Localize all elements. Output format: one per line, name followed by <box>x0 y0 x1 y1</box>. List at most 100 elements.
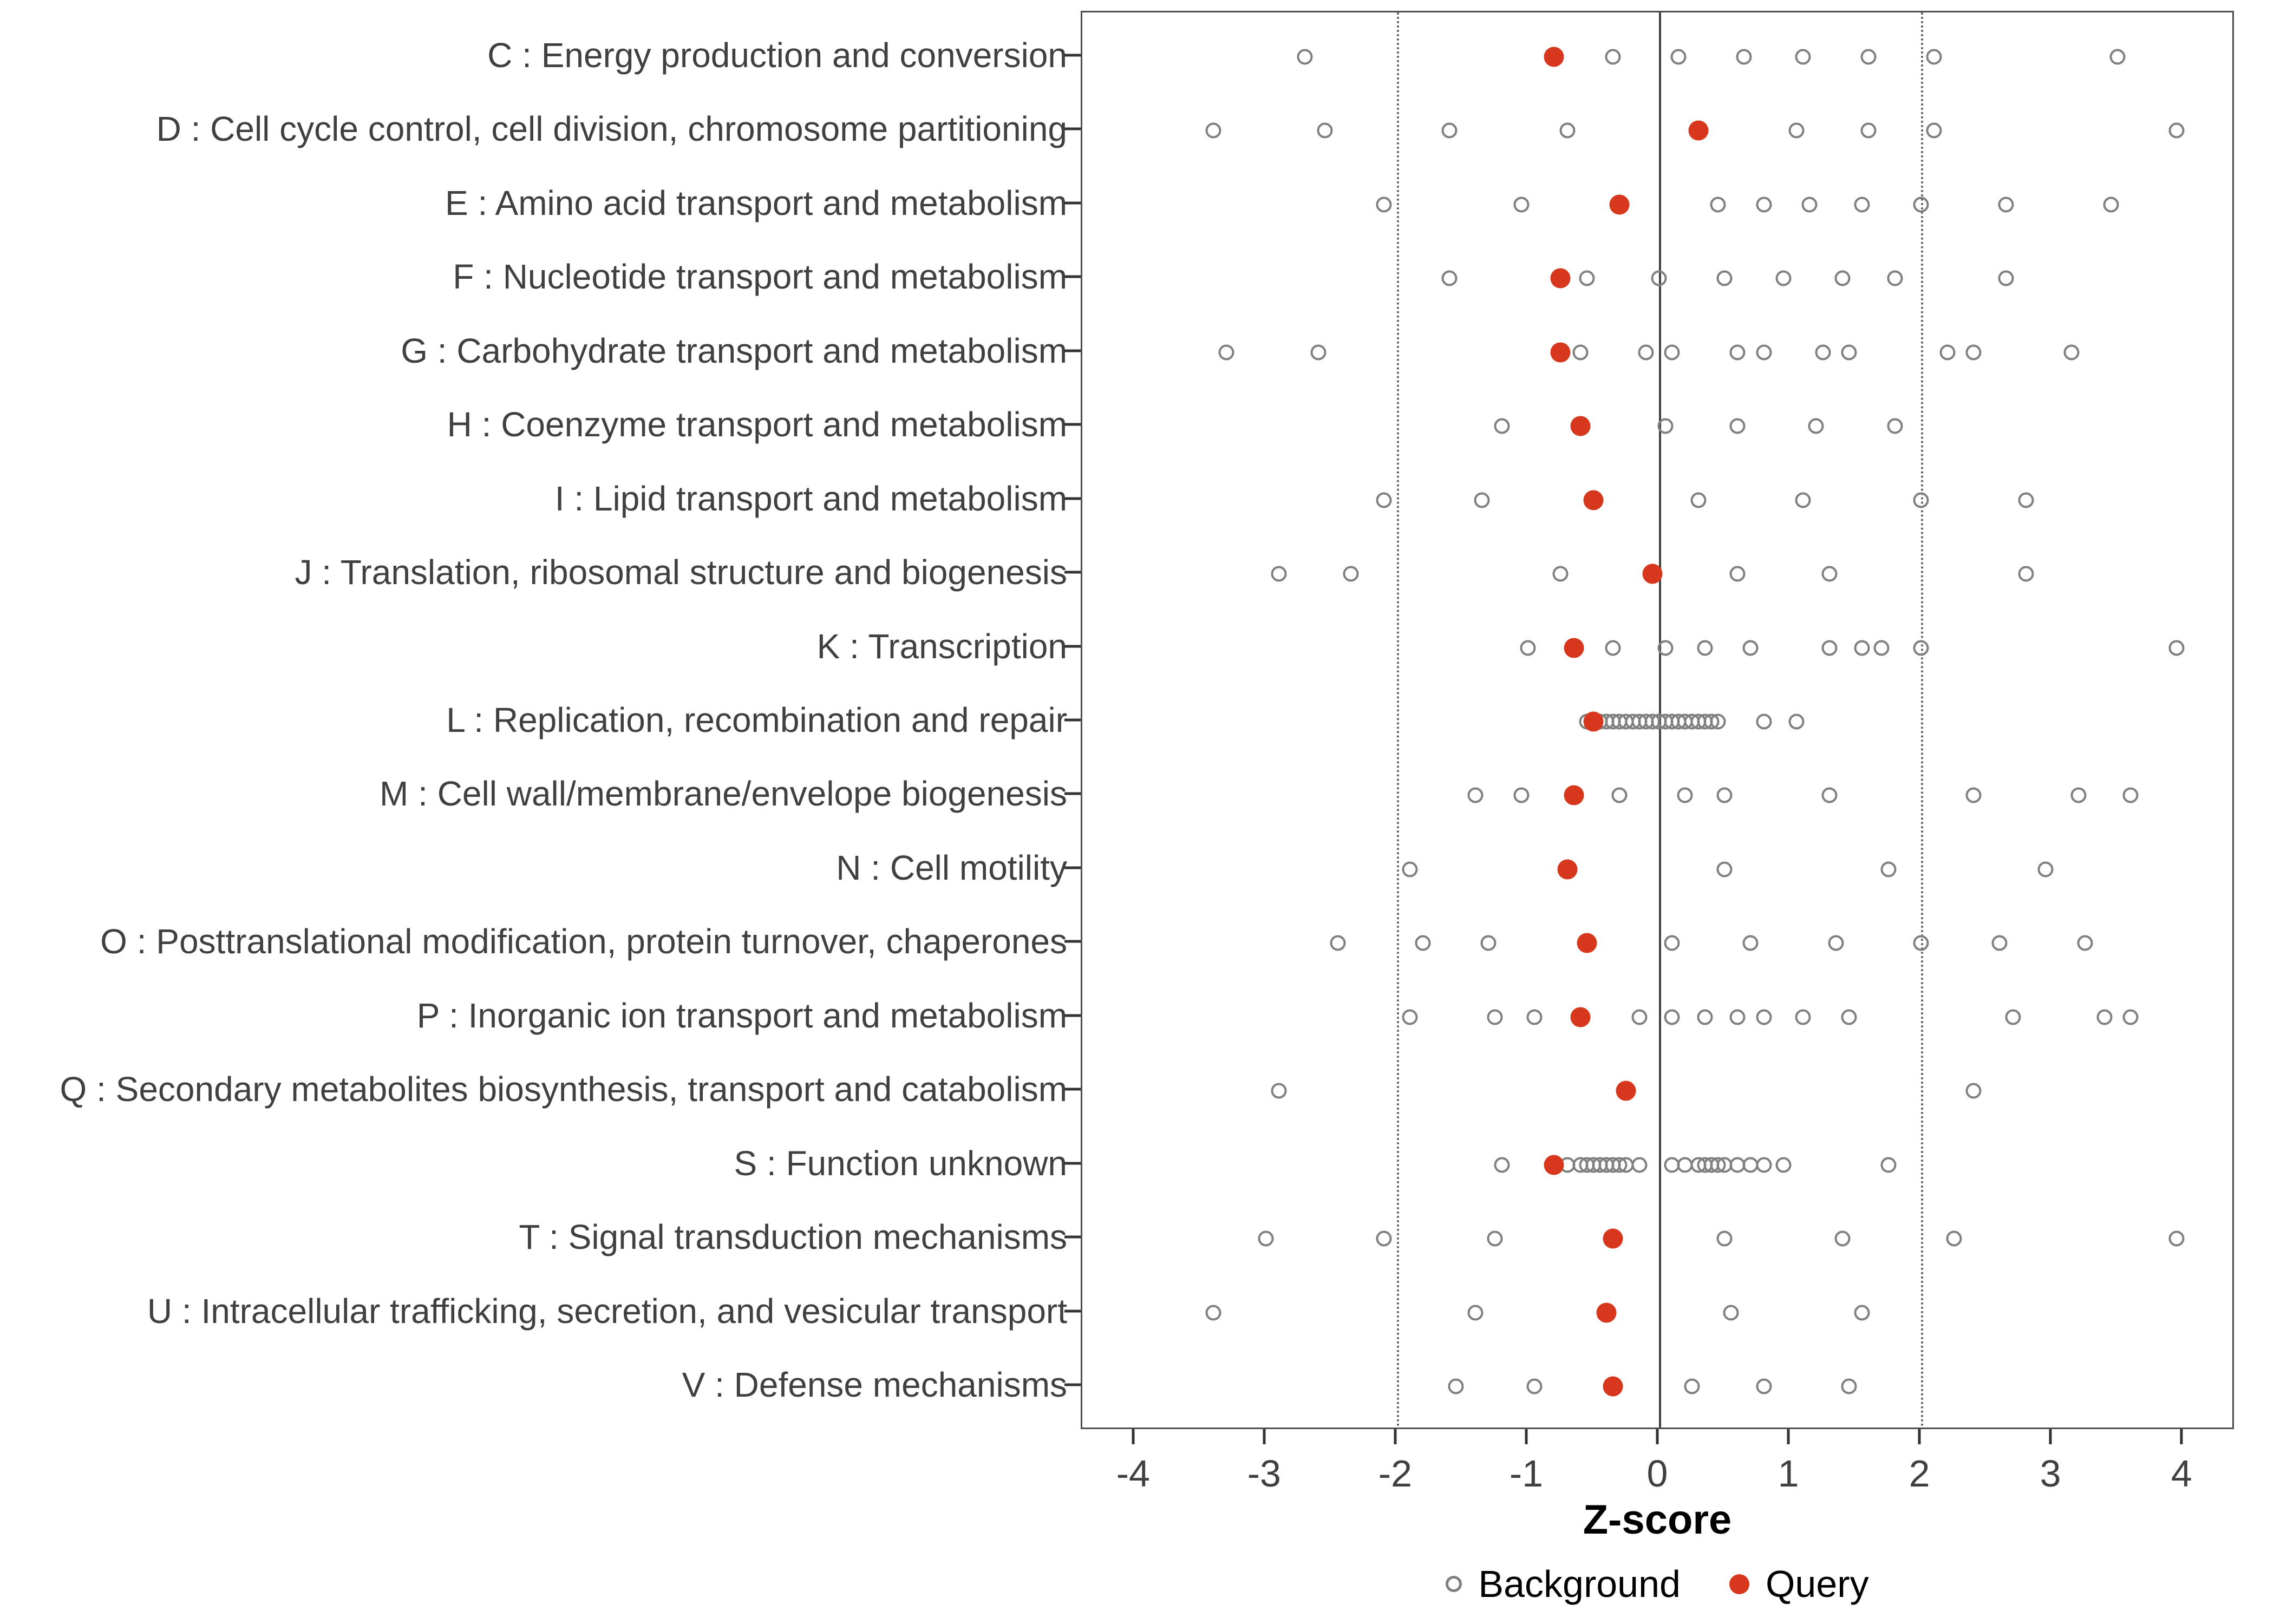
background-point <box>1317 122 1333 139</box>
query-point <box>1550 268 1571 289</box>
background-point <box>1330 935 1346 951</box>
background-point <box>1965 787 1982 803</box>
y-axis-tick <box>1064 54 1081 57</box>
category-label: F : Nucleotide transport and metabolism <box>453 257 1067 297</box>
background-point <box>2109 49 2126 65</box>
background-point <box>1205 1305 1221 1321</box>
background-point <box>1841 1009 1857 1025</box>
background-point <box>1998 197 2014 213</box>
background-point <box>1552 566 1569 582</box>
background-point <box>1880 1157 1897 1173</box>
background-point <box>1887 418 1903 434</box>
background-point <box>2122 787 2139 803</box>
query-point <box>1642 564 1663 584</box>
background-point <box>1756 197 1772 213</box>
category-label: E : Amino acid transport and metabolism <box>445 183 1067 222</box>
category-label: L : Replication, recombination and repai… <box>446 700 1067 739</box>
y-axis-tick <box>1064 1383 1081 1386</box>
background-point <box>1965 1083 1982 1099</box>
background-point <box>1271 566 1287 582</box>
query-point <box>1583 490 1604 510</box>
background-point <box>1913 640 1929 656</box>
background-point <box>1520 640 1536 656</box>
legend: Background Query <box>1081 1557 2234 1611</box>
background-point <box>1808 418 1824 434</box>
background-point <box>2168 1230 2185 1247</box>
category-label: G : Carbohydrate transport and metabolis… <box>401 331 1067 370</box>
background-point <box>1258 1230 1274 1247</box>
background-point <box>1205 122 1221 139</box>
background-point <box>1756 344 1772 361</box>
background-point <box>1716 861 1733 878</box>
background-point <box>1815 344 1831 361</box>
y-axis-tick <box>1064 127 1081 130</box>
background-point <box>1716 270 1733 286</box>
filled-circle-icon <box>1729 1574 1749 1594</box>
background-point <box>1913 492 1929 508</box>
query-point <box>1609 194 1630 215</box>
background-point <box>1605 640 1621 656</box>
background-point <box>1310 344 1327 361</box>
background-point <box>2063 344 2080 361</box>
query-point <box>1603 1228 1623 1249</box>
x-tick-label: 3 <box>2040 1452 2061 1495</box>
background-point <box>1716 1230 1733 1247</box>
background-point <box>1841 344 1857 361</box>
query-point <box>1603 1376 1623 1397</box>
query-point <box>1570 1007 1591 1027</box>
background-point <box>1795 49 1811 65</box>
background-point <box>1729 1009 1746 1025</box>
background-point <box>1742 935 1759 951</box>
background-point <box>1376 1230 1392 1247</box>
background-point <box>1756 1157 1772 1173</box>
background-point <box>1913 935 1929 951</box>
background-point <box>1834 1230 1851 1247</box>
background-point <box>1467 787 1484 803</box>
background-point <box>1559 122 1576 139</box>
background-point <box>1474 492 1490 508</box>
y-axis-tick <box>1064 1235 1081 1239</box>
background-point <box>1821 787 1838 803</box>
threshold-line <box>1921 12 1924 1427</box>
x-tick-label: -4 <box>1116 1452 1150 1495</box>
category-label: O : Posttranslational modification, prot… <box>100 922 1067 961</box>
background-point <box>1854 640 1870 656</box>
x-tick-label: 0 <box>1646 1452 1668 1495</box>
background-point <box>1991 935 2008 951</box>
background-point <box>1343 566 1359 582</box>
x-axis-tick <box>1787 1429 1790 1444</box>
y-axis-tick <box>1064 349 1081 352</box>
category-label: N : Cell motility <box>836 848 1067 887</box>
background-point <box>1487 1009 1503 1025</box>
category-label: P : Inorganic ion transport and metaboli… <box>416 996 1067 1035</box>
background-point <box>1297 49 1313 65</box>
background-point <box>2122 1009 2139 1025</box>
background-point <box>1801 197 1818 213</box>
category-label: U : Intracellular trafficking, secretion… <box>147 1291 1067 1331</box>
background-point <box>1526 1378 1543 1394</box>
x-tick-label: -1 <box>1509 1452 1544 1495</box>
query-point <box>1557 859 1578 880</box>
background-point <box>1664 344 1680 361</box>
background-point <box>1821 640 1838 656</box>
background-point <box>1631 1009 1648 1025</box>
x-tick-label: -2 <box>1378 1452 1413 1495</box>
background-point <box>1677 787 1693 803</box>
background-point <box>1998 270 2014 286</box>
legend-label-background: Background <box>1478 1563 1681 1605</box>
background-point <box>1402 1009 1418 1025</box>
category-label: T : Signal transduction mechanisms <box>519 1217 1067 1257</box>
y-axis-tick <box>1064 497 1081 500</box>
query-point <box>1564 638 1584 658</box>
background-point <box>1631 1157 1648 1173</box>
category-label: J : Translation, ribosomal structure and… <box>295 553 1068 592</box>
background-point <box>1965 344 1982 361</box>
y-axis-tick <box>1064 718 1081 722</box>
x-axis-tick <box>2180 1429 2183 1444</box>
legend-item-query: Query <box>1729 1562 1869 1606</box>
background-point <box>1775 1157 1792 1173</box>
query-point <box>1564 785 1584 806</box>
y-axis-tick <box>1064 940 1081 943</box>
category-label: M : Cell wall/membrane/envelope biogenes… <box>380 774 1067 814</box>
category-label: I : Lipid transport and metabolism <box>554 479 1067 518</box>
